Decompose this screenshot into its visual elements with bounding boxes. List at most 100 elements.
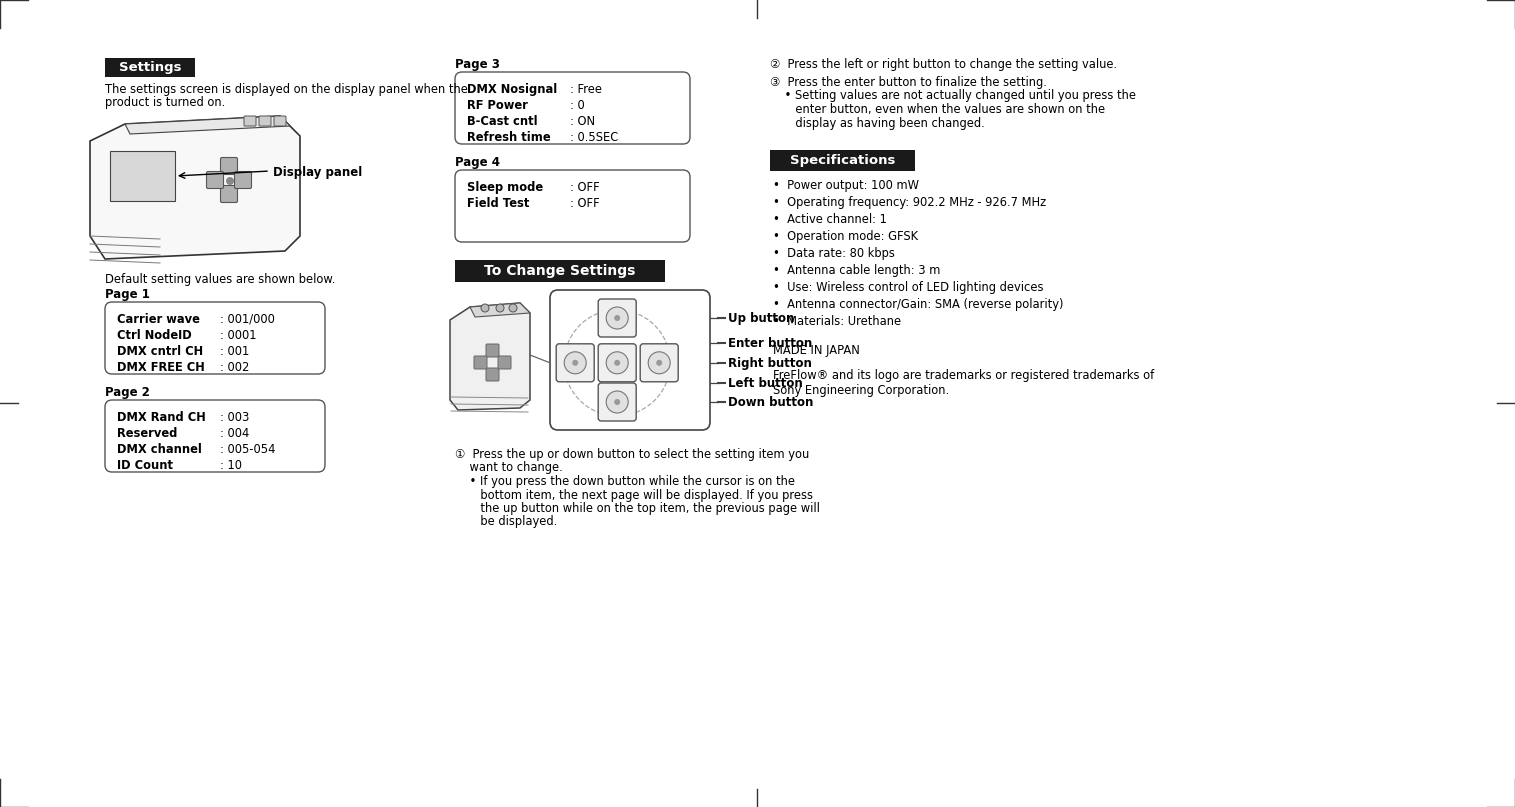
- Text: : ON: : ON: [570, 115, 595, 128]
- Circle shape: [509, 304, 517, 312]
- Text: : Free: : Free: [570, 83, 601, 96]
- Text: DMX FREE CH: DMX FREE CH: [117, 361, 205, 374]
- FancyBboxPatch shape: [598, 383, 636, 421]
- Text: Ctrl NodeID: Ctrl NodeID: [117, 329, 192, 342]
- Text: Page 4: Page 4: [454, 156, 500, 169]
- Text: Sony Engineering Corporation.: Sony Engineering Corporation.: [773, 384, 948, 397]
- Text: Sleep mode: Sleep mode: [467, 181, 542, 194]
- Text: To Change Settings: To Change Settings: [485, 264, 636, 278]
- Text: Page 1: Page 1: [105, 288, 150, 301]
- FancyBboxPatch shape: [454, 170, 689, 242]
- Text: Refresh time: Refresh time: [467, 131, 550, 144]
- Text: • Setting values are not actually changed until you press the: • Setting values are not actually change…: [770, 90, 1136, 102]
- FancyBboxPatch shape: [235, 172, 251, 189]
- Text: enter button, even when the values are shown on the: enter button, even when the values are s…: [770, 103, 1104, 116]
- Circle shape: [606, 391, 629, 413]
- Text: the up button while on the top item, the previous page will: the up button while on the top item, the…: [454, 502, 820, 515]
- Circle shape: [614, 360, 620, 366]
- Polygon shape: [111, 151, 176, 201]
- Text: : 0: : 0: [570, 99, 585, 112]
- Text: RF Power: RF Power: [467, 99, 527, 112]
- Text: Up button: Up button: [729, 312, 794, 325]
- Text: MADE IN JAPAN: MADE IN JAPAN: [773, 344, 861, 357]
- Text: Down button: Down button: [729, 396, 814, 409]
- Text: DMX channel: DMX channel: [117, 443, 201, 456]
- Text: •  Operation mode: GFSK: • Operation mode: GFSK: [773, 230, 918, 243]
- Text: Right button: Right button: [729, 357, 812, 370]
- FancyBboxPatch shape: [274, 116, 286, 126]
- Text: FreFlow® and its logo are trademarks or registered trademarks of: FreFlow® and its logo are trademarks or …: [773, 369, 1154, 382]
- FancyBboxPatch shape: [221, 186, 238, 203]
- Text: DMX Rand CH: DMX Rand CH: [117, 411, 206, 424]
- Text: : 001: : 001: [220, 345, 250, 358]
- Circle shape: [648, 352, 670, 374]
- Text: Left button: Left button: [729, 377, 803, 390]
- Text: •  Power output: 100 mW: • Power output: 100 mW: [773, 179, 920, 192]
- FancyBboxPatch shape: [486, 368, 498, 381]
- Circle shape: [614, 399, 620, 405]
- Text: : OFF: : OFF: [570, 181, 600, 194]
- FancyBboxPatch shape: [598, 299, 636, 337]
- FancyBboxPatch shape: [598, 344, 636, 382]
- Text: ①  Press the up or down button to select the setting item you: ① Press the up or down button to select …: [454, 448, 809, 461]
- Text: product is turned on.: product is turned on.: [105, 96, 226, 109]
- Text: Default setting values are shown below.: Default setting values are shown below.: [105, 273, 335, 286]
- Text: The settings screen is displayed on the display panel when the: The settings screen is displayed on the …: [105, 83, 468, 96]
- Bar: [454, 260, 665, 282]
- Text: •  Operating frequency: 902.2 MHz - 926.7 MHz: • Operating frequency: 902.2 MHz - 926.7…: [773, 196, 1047, 209]
- FancyBboxPatch shape: [259, 116, 271, 126]
- Text: Page 2: Page 2: [105, 386, 150, 399]
- FancyBboxPatch shape: [244, 116, 256, 126]
- Text: : 001/000: : 001/000: [220, 313, 274, 326]
- Text: DMX Nosignal: DMX Nosignal: [467, 83, 558, 96]
- Text: • If you press the down button while the cursor is on the: • If you press the down button while the…: [454, 475, 795, 488]
- Text: want to change.: want to change.: [454, 462, 562, 475]
- Text: bottom item, the next page will be displayed. If you press: bottom item, the next page will be displ…: [454, 488, 814, 501]
- Text: •  Active channel: 1: • Active channel: 1: [773, 213, 886, 226]
- Text: : 10: : 10: [220, 459, 242, 472]
- Text: •  Materials: Urethane: • Materials: Urethane: [773, 315, 901, 328]
- Circle shape: [480, 304, 489, 312]
- Text: •  Data rate: 80 kbps: • Data rate: 80 kbps: [773, 247, 895, 260]
- Text: •  Antenna connector/Gain: SMA (reverse polarity): • Antenna connector/Gain: SMA (reverse p…: [773, 298, 1064, 311]
- FancyBboxPatch shape: [221, 157, 238, 174]
- Text: : 0001: : 0001: [220, 329, 256, 342]
- Text: Page 3: Page 3: [454, 58, 500, 71]
- Text: Carrier wave: Carrier wave: [117, 313, 200, 326]
- Circle shape: [226, 177, 233, 185]
- Circle shape: [606, 307, 629, 329]
- Text: Enter button: Enter button: [729, 337, 812, 349]
- Text: : 003: : 003: [220, 411, 250, 424]
- FancyBboxPatch shape: [105, 400, 326, 472]
- Circle shape: [495, 304, 504, 312]
- Circle shape: [614, 315, 620, 321]
- Text: Settings: Settings: [118, 61, 182, 74]
- Text: : 004: : 004: [220, 427, 250, 440]
- Polygon shape: [470, 303, 530, 317]
- Text: DMX cntrl CH: DMX cntrl CH: [117, 345, 203, 358]
- Text: : OFF: : OFF: [570, 197, 600, 210]
- Polygon shape: [89, 116, 300, 259]
- Text: : 005-054: : 005-054: [220, 443, 276, 456]
- Bar: [770, 150, 915, 171]
- Text: ③  Press the enter button to finalize the setting.: ③ Press the enter button to finalize the…: [770, 76, 1047, 89]
- FancyBboxPatch shape: [550, 290, 711, 430]
- FancyBboxPatch shape: [454, 72, 689, 144]
- Polygon shape: [126, 116, 289, 134]
- FancyBboxPatch shape: [105, 302, 326, 374]
- Text: •  Antenna cable length: 3 m: • Antenna cable length: 3 m: [773, 264, 941, 277]
- FancyBboxPatch shape: [556, 344, 594, 382]
- FancyBboxPatch shape: [206, 172, 224, 189]
- Circle shape: [606, 352, 629, 374]
- Text: display as having been changed.: display as having been changed.: [770, 116, 985, 129]
- Text: B-Cast cntl: B-Cast cntl: [467, 115, 538, 128]
- Text: Field Test: Field Test: [467, 197, 529, 210]
- Text: ID Count: ID Count: [117, 459, 173, 472]
- Text: Reserved: Reserved: [117, 427, 177, 440]
- Text: Specifications: Specifications: [789, 154, 895, 167]
- Circle shape: [564, 352, 586, 374]
- Circle shape: [573, 360, 579, 366]
- Text: : 002: : 002: [220, 361, 250, 374]
- Polygon shape: [450, 303, 530, 410]
- Circle shape: [656, 360, 662, 366]
